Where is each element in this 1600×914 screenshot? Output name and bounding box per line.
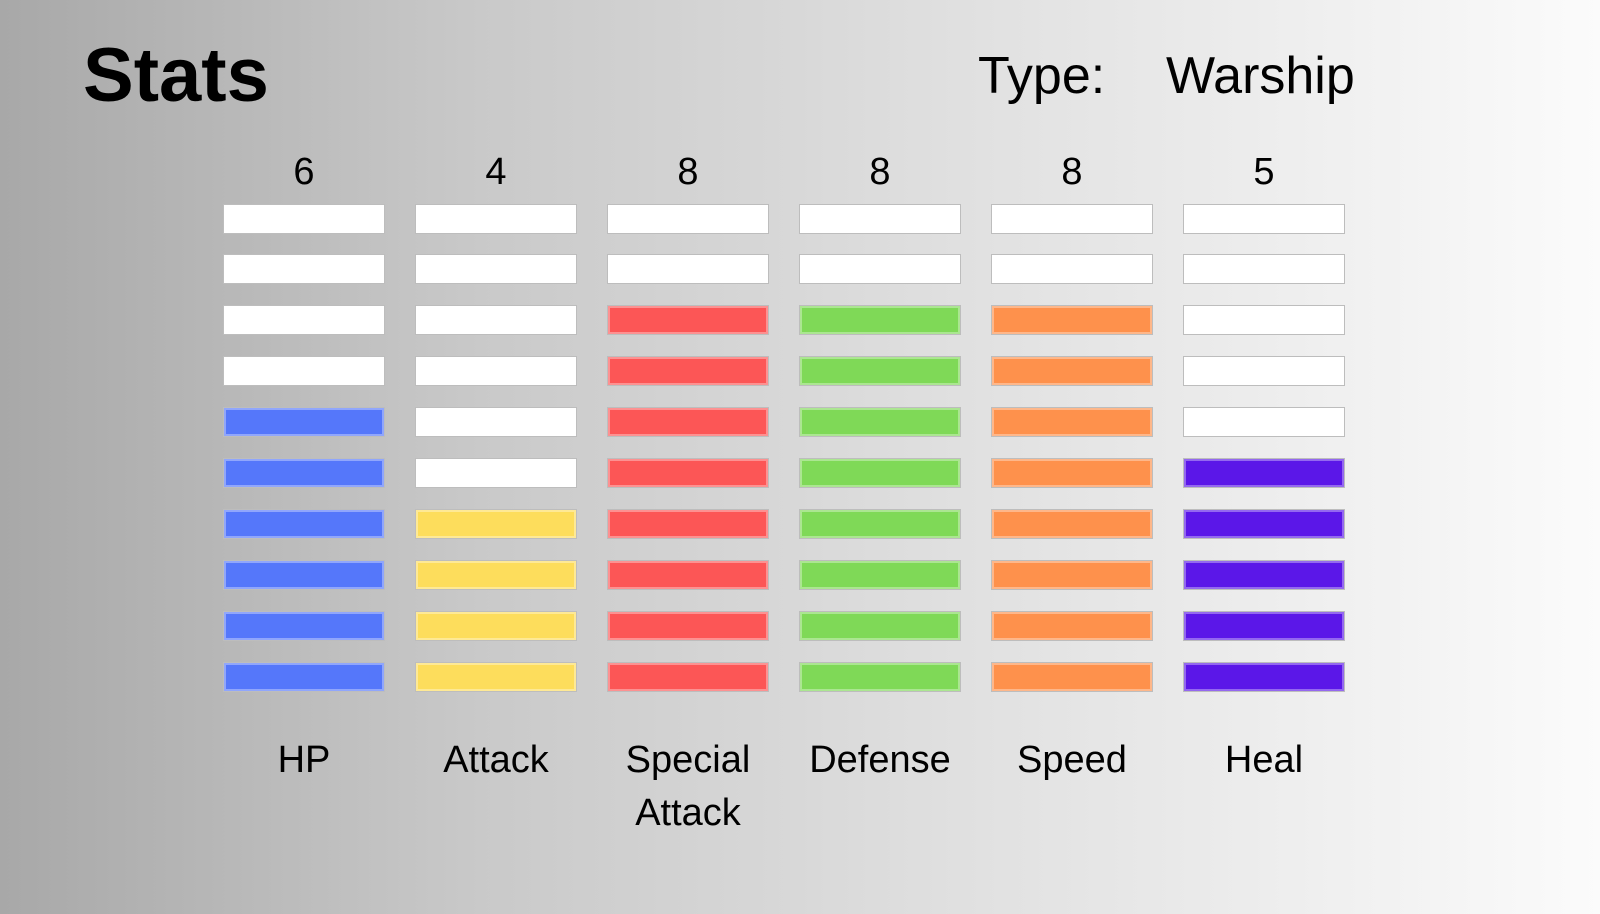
stat-segment-attack-6-empty xyxy=(415,407,577,437)
stat-label-defense: Defense xyxy=(809,739,951,781)
stat-segment-heal-4-filled xyxy=(1183,509,1345,539)
stat-segment-heal-9-empty xyxy=(1183,254,1345,284)
stat-segment-speed-9-empty xyxy=(991,254,1153,284)
type-value: Warship xyxy=(1166,47,1355,105)
stat-segment-special-attack-6-filled xyxy=(607,407,769,437)
stat-segment-speed-4-filled xyxy=(991,509,1153,539)
stat-value-defense: 8 xyxy=(869,151,891,193)
stat-value-speed: 8 xyxy=(1061,151,1083,193)
stat-segment-attack-10-empty xyxy=(415,204,577,234)
stat-value-special-attack: 8 xyxy=(677,151,699,193)
stat-segment-defense-6-filled xyxy=(799,407,961,437)
stat-segment-defense-1-filled xyxy=(799,662,961,692)
stat-segment-attack-2-filled xyxy=(415,611,577,641)
stat-segment-hp-3-filled xyxy=(223,560,385,590)
stat-segment-hp-8-empty xyxy=(223,305,385,335)
stat-value-heal: 5 xyxy=(1253,151,1275,193)
page-title: Stats xyxy=(83,33,269,118)
stat-segment-speed-6-filled xyxy=(991,407,1153,437)
type-label: Type: xyxy=(978,47,1106,105)
stat-segment-defense-3-filled xyxy=(799,560,961,590)
stat-label-hp: HP xyxy=(277,739,331,781)
stat-segment-attack-3-filled xyxy=(415,560,577,590)
stat-segment-defense-8-filled xyxy=(799,305,961,335)
stat-segment-attack-5-empty xyxy=(415,458,577,488)
stat-segment-speed-8-filled xyxy=(991,305,1153,335)
stat-segment-hp-5-filled xyxy=(223,458,385,488)
stat-segment-heal-8-empty xyxy=(1183,305,1345,335)
stat-segment-special-attack-5-filled xyxy=(607,458,769,488)
stat-segment-special-attack-4-filled xyxy=(607,509,769,539)
stat-segment-special-attack-9-empty xyxy=(607,254,769,284)
stat-segment-heal-6-empty xyxy=(1183,407,1345,437)
stat-segment-hp-9-empty xyxy=(223,254,385,284)
stat-segment-attack-8-empty xyxy=(415,305,577,335)
stat-segment-heal-1-filled xyxy=(1183,662,1345,692)
stat-segment-attack-1-filled xyxy=(415,662,577,692)
stat-segment-defense-9-empty xyxy=(799,254,961,284)
stat-value-attack: 4 xyxy=(485,151,507,193)
stat-segment-hp-7-empty xyxy=(223,356,385,386)
stat-segment-hp-2-filled xyxy=(223,611,385,641)
stat-segment-special-attack-1-filled xyxy=(607,662,769,692)
stat-segment-hp-1-filled xyxy=(223,662,385,692)
stat-segment-speed-2-filled xyxy=(991,611,1153,641)
stat-segment-special-attack-10-empty xyxy=(607,204,769,234)
stat-segment-hp-6-filled xyxy=(223,407,385,437)
stat-segment-special-attack-3-filled xyxy=(607,560,769,590)
stat-segment-special-attack-2-filled xyxy=(607,611,769,641)
stat-segment-defense-10-empty xyxy=(799,204,961,234)
stat-segment-special-attack-7-filled xyxy=(607,356,769,386)
stat-segment-heal-10-empty xyxy=(1183,204,1345,234)
stat-label-heal: Heal xyxy=(1224,739,1304,781)
stat-segment-heal-3-filled xyxy=(1183,560,1345,590)
stat-label-speed: Speed xyxy=(1017,739,1127,781)
stat-segment-defense-7-filled xyxy=(799,356,961,386)
stat-segment-defense-4-filled xyxy=(799,509,961,539)
stat-label-special-attack: Special Attack xyxy=(625,739,751,834)
stat-value-hp: 6 xyxy=(293,151,315,193)
stat-segment-hp-4-filled xyxy=(223,509,385,539)
stat-segment-speed-1-filled xyxy=(991,662,1153,692)
stat-segment-speed-3-filled xyxy=(991,560,1153,590)
stat-segment-heal-7-empty xyxy=(1183,356,1345,386)
stat-label-attack: Attack xyxy=(443,739,549,781)
stat-segment-defense-2-filled xyxy=(799,611,961,641)
stat-segment-attack-4-filled xyxy=(415,509,577,539)
stat-segment-heal-2-filled xyxy=(1183,611,1345,641)
stat-segment-hp-10-empty xyxy=(223,204,385,234)
stat-segment-speed-5-filled xyxy=(991,458,1153,488)
stat-segment-attack-9-empty xyxy=(415,254,577,284)
stat-segment-speed-10-empty xyxy=(991,204,1153,234)
stat-segment-attack-7-empty xyxy=(415,356,577,386)
stat-segment-heal-5-filled xyxy=(1183,458,1345,488)
stat-segment-special-attack-8-filled xyxy=(607,305,769,335)
stat-segment-speed-7-filled xyxy=(991,356,1153,386)
stat-segment-defense-5-filled xyxy=(799,458,961,488)
